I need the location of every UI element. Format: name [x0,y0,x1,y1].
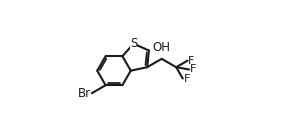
Text: OH: OH [153,41,171,54]
Text: F: F [188,56,195,66]
Text: F: F [190,65,196,75]
Text: S: S [130,37,137,50]
Text: Br: Br [78,87,91,100]
Text: F: F [184,74,190,84]
